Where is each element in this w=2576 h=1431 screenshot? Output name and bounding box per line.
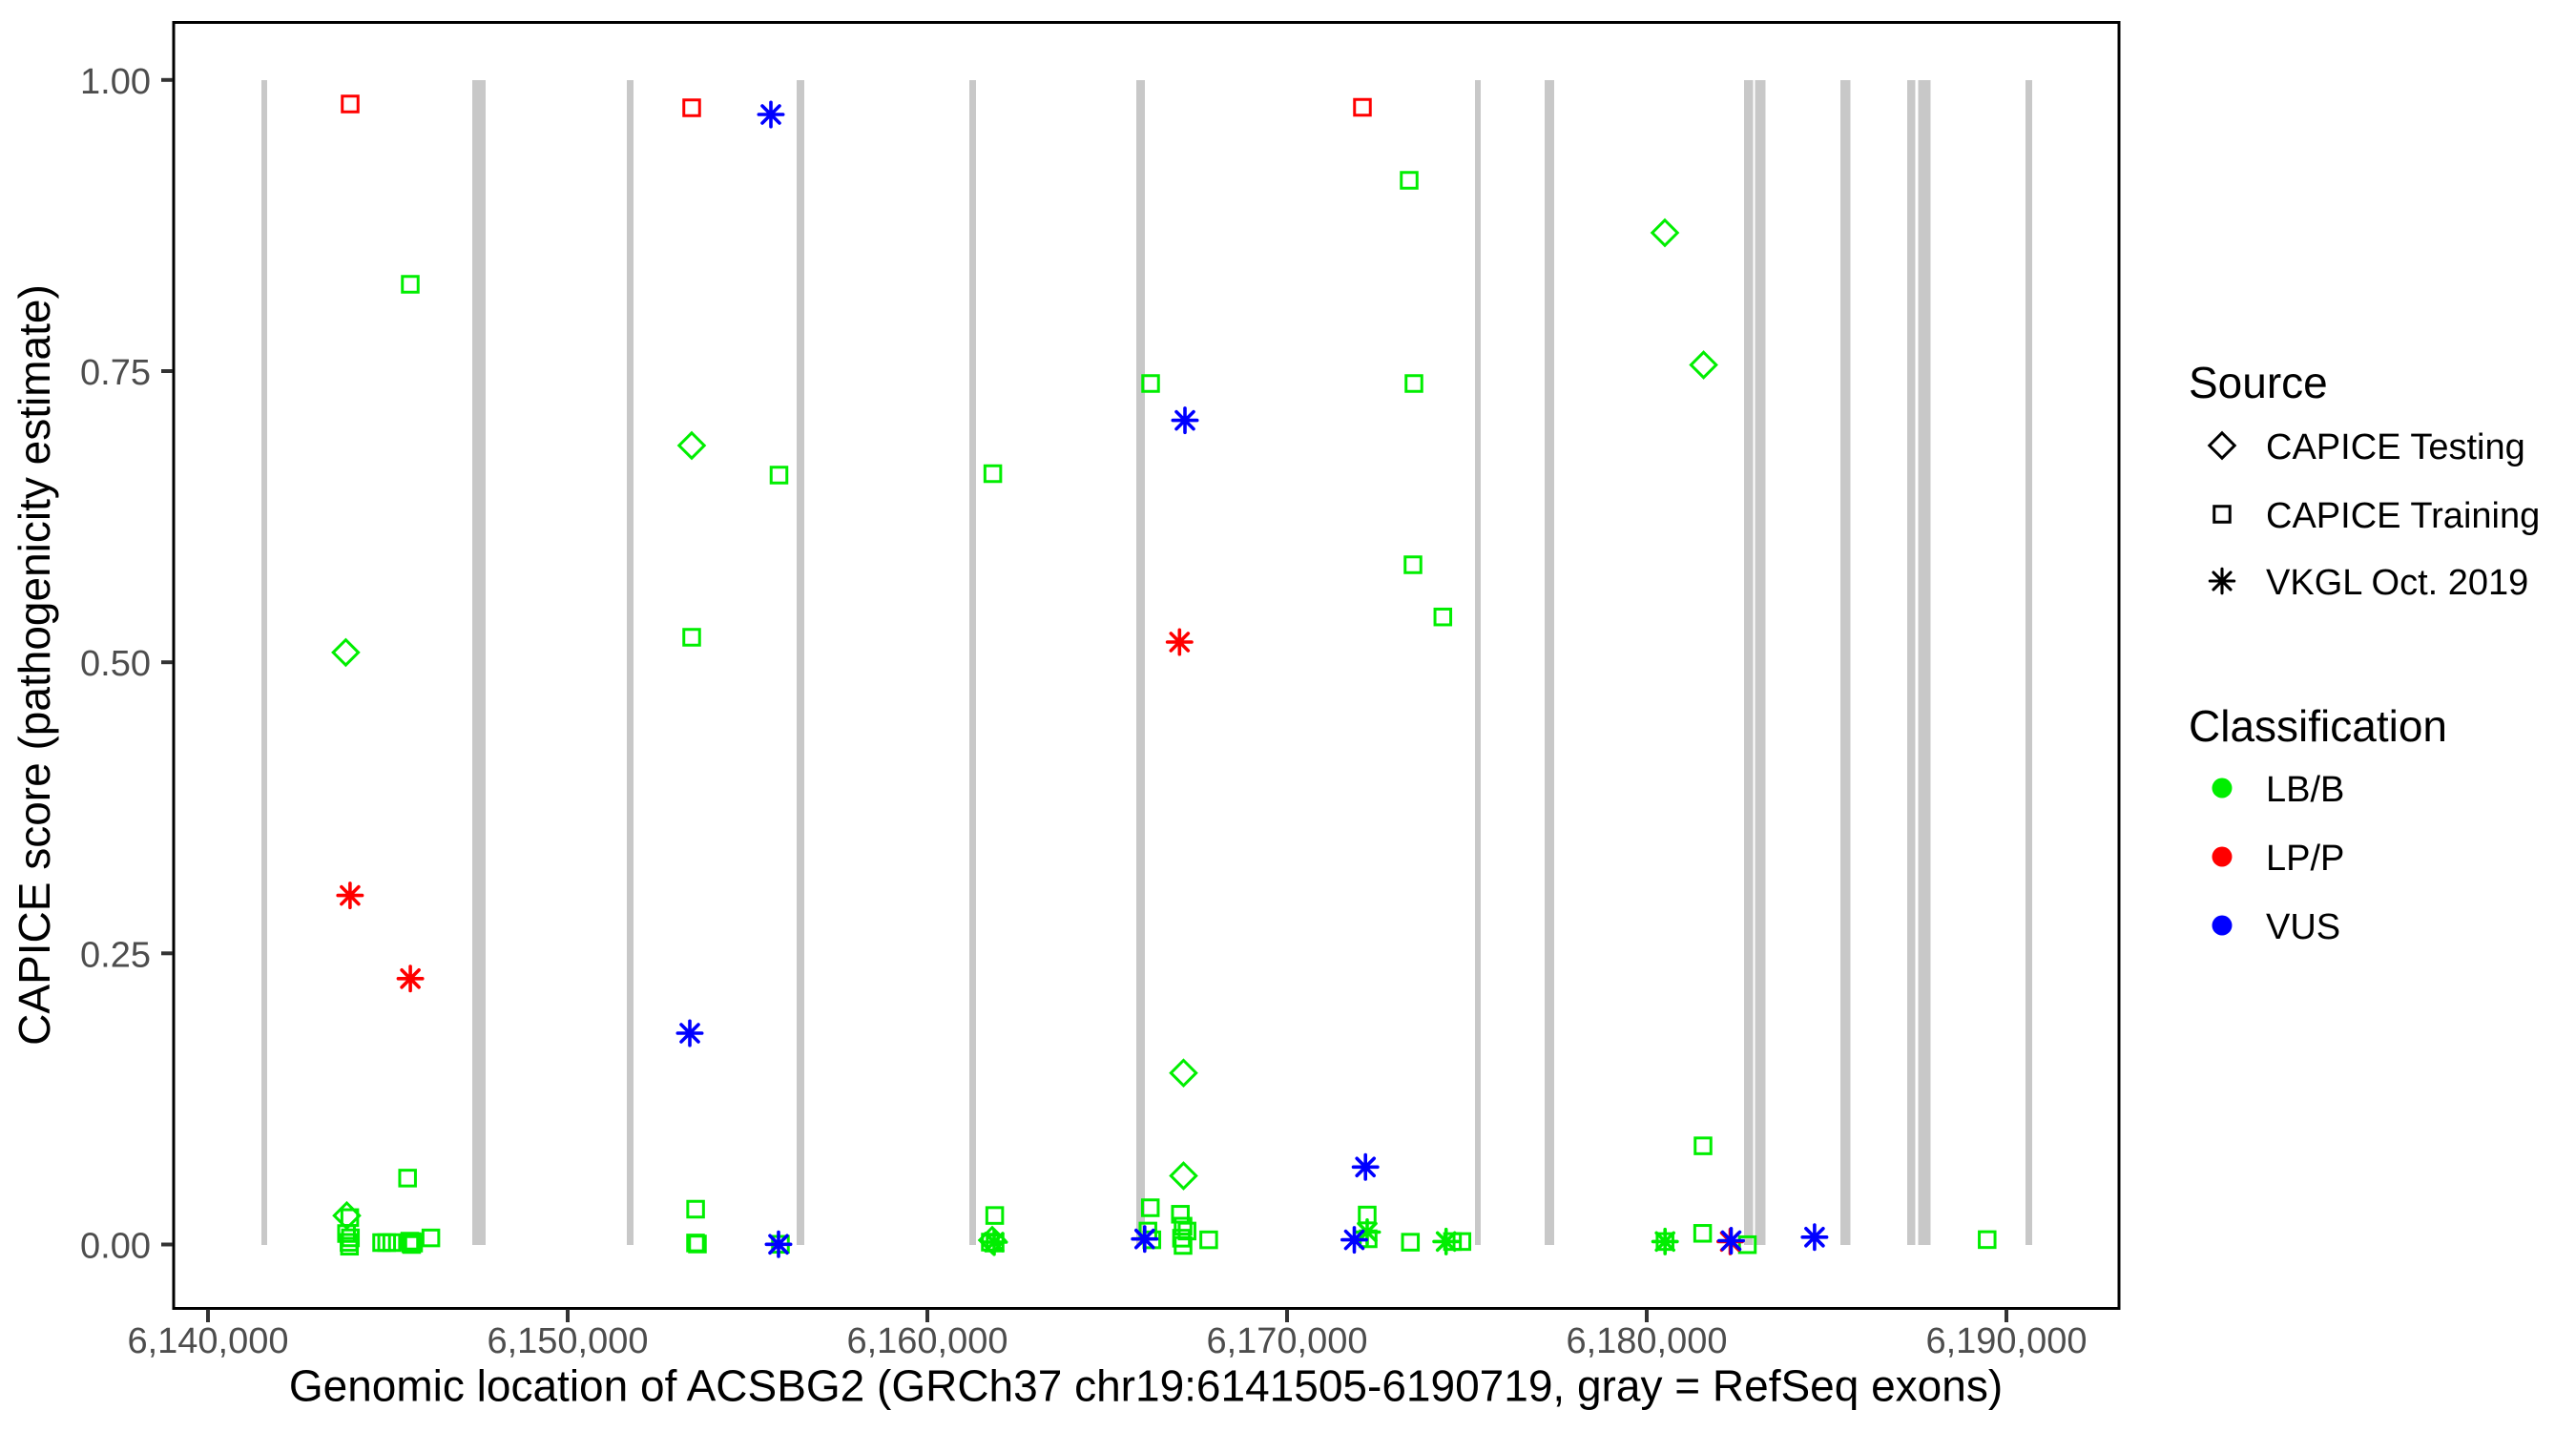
svg-text:Genomic location of ACSBG2 (GR: Genomic location of ACSBG2 (GRCh37 chr19… xyxy=(289,1361,2003,1411)
svg-text:Source: Source xyxy=(2189,358,2328,407)
svg-text:6,140,000: 6,140,000 xyxy=(127,1321,288,1361)
svg-text:0.25: 0.25 xyxy=(80,935,151,975)
svg-text:LB/B: LB/B xyxy=(2266,770,2344,810)
svg-text:6,190,000: 6,190,000 xyxy=(1925,1321,2087,1361)
svg-text:0.50: 0.50 xyxy=(80,644,151,684)
svg-text:VKGL Oct. 2019: VKGL Oct. 2019 xyxy=(2266,563,2528,603)
svg-text:Classification: Classification xyxy=(2189,701,2447,751)
svg-text:1.00: 1.00 xyxy=(80,62,151,102)
svg-text:VUS: VUS xyxy=(2266,907,2340,947)
svg-text:LP/P: LP/P xyxy=(2266,839,2344,879)
svg-text:6,170,000: 6,170,000 xyxy=(1206,1321,1367,1361)
svg-text:CAPICE score (pathogenicity es: CAPICE score (pathogenicity estimate) xyxy=(10,284,59,1046)
svg-text:6,180,000: 6,180,000 xyxy=(1566,1321,1727,1361)
svg-text:6,150,000: 6,150,000 xyxy=(487,1321,648,1361)
svg-text:0.00: 0.00 xyxy=(80,1227,151,1267)
svg-text:0.75: 0.75 xyxy=(80,353,151,393)
svg-text:6,160,000: 6,160,000 xyxy=(846,1321,1008,1361)
svg-text:CAPICE Training: CAPICE Training xyxy=(2266,496,2540,536)
svg-text:CAPICE Testing: CAPICE Testing xyxy=(2266,427,2525,467)
